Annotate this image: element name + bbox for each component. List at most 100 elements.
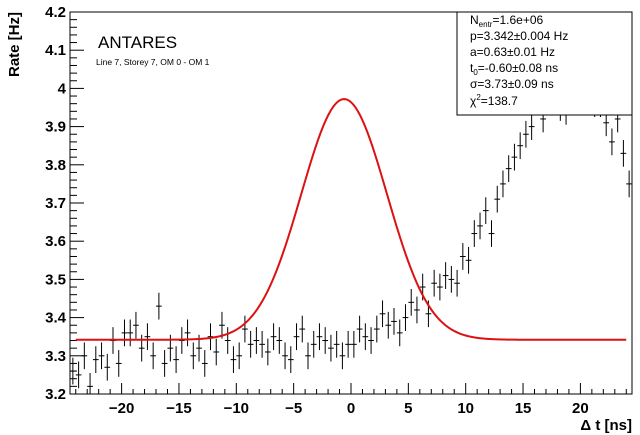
stats-sigma: σ=3.73±0.09 ns bbox=[470, 77, 554, 91]
data-point bbox=[488, 220, 495, 247]
x-tick-label: 5 bbox=[404, 400, 412, 417]
y-tick-label: 3.9 bbox=[45, 119, 66, 136]
data-point bbox=[81, 342, 88, 370]
data-point bbox=[264, 338, 271, 366]
axis-ticks bbox=[70, 11, 627, 395]
stats-box-frame bbox=[456, 11, 633, 116]
data-point bbox=[98, 342, 105, 370]
data-point bbox=[609, 128, 615, 156]
y-tick-label: 3.2 bbox=[45, 386, 66, 403]
data-point bbox=[287, 346, 294, 373]
data-point bbox=[213, 338, 220, 366]
fit-curve bbox=[75, 98, 627, 341]
data-point bbox=[368, 327, 374, 354]
data-point bbox=[127, 319, 134, 347]
stats-box: Nentr=1.6e+06 p=3.342±0.004 Hz a=0.63±0.… bbox=[456, 11, 633, 116]
data-point bbox=[465, 246, 472, 274]
data-point bbox=[92, 346, 99, 373]
data-point bbox=[477, 212, 483, 240]
data-point bbox=[121, 319, 128, 347]
data-point bbox=[345, 330, 351, 358]
data-point bbox=[282, 342, 288, 370]
data-point bbox=[373, 315, 380, 343]
data-point bbox=[528, 113, 535, 140]
data-point bbox=[201, 350, 208, 377]
data-point bbox=[75, 361, 82, 389]
y-tick-label: 3.3 bbox=[45, 348, 66, 365]
data-point bbox=[351, 330, 357, 358]
data-point bbox=[333, 330, 340, 358]
data-point bbox=[328, 334, 334, 362]
data-point bbox=[402, 304, 409, 331]
data-point bbox=[316, 323, 323, 351]
stats-p: p=3.342±0.004 Hz bbox=[470, 29, 568, 43]
inset-title: ANTARES bbox=[98, 33, 177, 52]
data-point bbox=[626, 170, 632, 198]
x-tick-label: −20 bbox=[109, 400, 134, 417]
data-point bbox=[115, 350, 122, 377]
y-tick-label: 4 bbox=[58, 80, 67, 97]
data-point bbox=[620, 139, 627, 167]
data-point bbox=[144, 323, 151, 351]
data-point bbox=[459, 243, 466, 270]
data-point bbox=[511, 143, 518, 171]
data-point bbox=[437, 273, 443, 301]
data-point bbox=[70, 357, 76, 385]
data-point bbox=[133, 311, 139, 339]
data-point bbox=[523, 120, 529, 148]
data-point bbox=[150, 342, 157, 370]
data-point bbox=[494, 185, 501, 213]
x-tick-label: 10 bbox=[457, 400, 474, 417]
data-point bbox=[173, 346, 179, 373]
stats-t0: t0=-0.60±0.08 ns bbox=[470, 61, 558, 77]
data-point bbox=[156, 292, 162, 320]
x-tick-label: 20 bbox=[572, 400, 589, 417]
data-point bbox=[259, 330, 265, 358]
data-point bbox=[505, 155, 512, 182]
data-point bbox=[270, 323, 277, 351]
data-point bbox=[184, 319, 191, 347]
data-point bbox=[276, 327, 283, 354]
data-point bbox=[219, 311, 225, 339]
data-point bbox=[391, 308, 397, 335]
y-tick-label: 3.8 bbox=[45, 157, 66, 174]
data-point bbox=[356, 315, 363, 343]
data-point bbox=[408, 288, 415, 316]
data-point bbox=[230, 346, 237, 373]
tick-labels: −20 −15 −10 −5 0 5 10 15 20 3.2 3.3 3.4 3.5 3.6 3.7 3.8… bbox=[45, 4, 589, 417]
data-point bbox=[396, 319, 403, 347]
y-tick-label: 4.1 bbox=[45, 42, 66, 59]
data-point bbox=[299, 315, 306, 343]
y-tick-label: 4.2 bbox=[45, 4, 66, 21]
data-point bbox=[224, 327, 231, 354]
data-point bbox=[242, 315, 248, 343]
data-point bbox=[379, 300, 386, 328]
data-point bbox=[322, 327, 329, 354]
data-point bbox=[104, 353, 111, 381]
inset-subtitle: Line 7, Storey 7, OM 0 - OM 1 bbox=[96, 57, 210, 67]
x-axis-label: Δ t [ns] bbox=[580, 417, 632, 434]
data-point bbox=[414, 296, 420, 324]
data-point bbox=[517, 132, 524, 160]
y-tick-label: 3.7 bbox=[45, 195, 66, 212]
data-point bbox=[236, 342, 243, 370]
stats-a: a=0.63±0.01 Hz bbox=[470, 45, 555, 59]
y-tick-label: 3.6 bbox=[45, 233, 66, 250]
x-tick-label: −5 bbox=[285, 400, 302, 417]
data-point bbox=[253, 327, 260, 354]
data-point bbox=[87, 372, 93, 394]
data-point bbox=[190, 342, 197, 370]
data-point bbox=[385, 311, 392, 339]
y-axis-label: Rate [Hz] bbox=[6, 12, 23, 77]
data-point bbox=[500, 170, 506, 198]
data-point bbox=[454, 269, 460, 297]
x-tick-label: 15 bbox=[515, 400, 532, 417]
stats-chi2: χ2=138.7 bbox=[470, 93, 518, 108]
data-point bbox=[161, 350, 168, 377]
data-point bbox=[293, 323, 300, 351]
data-point bbox=[305, 342, 311, 370]
data-point bbox=[339, 342, 346, 370]
x-tick-label: −10 bbox=[224, 400, 249, 417]
data-point bbox=[362, 323, 369, 351]
